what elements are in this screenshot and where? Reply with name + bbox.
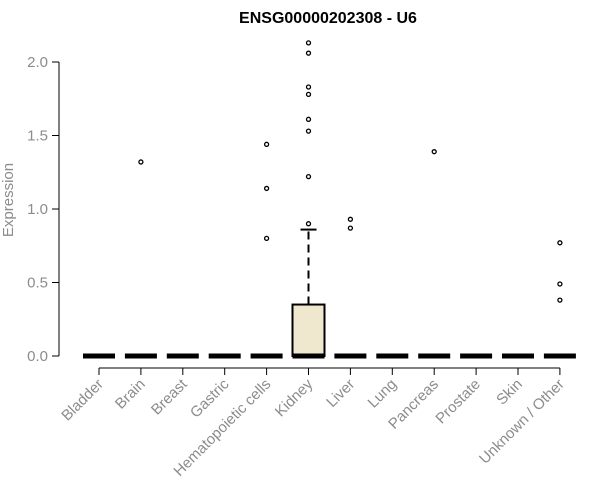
outlier-point bbox=[263, 185, 270, 192]
box-unknown-other bbox=[543, 240, 576, 359]
outlier-point bbox=[263, 235, 270, 242]
chart-title: ENSG00000202308 - U6 bbox=[239, 10, 417, 27]
x-tick-label: Lung bbox=[365, 376, 401, 412]
outlier-point bbox=[305, 174, 312, 180]
box-body bbox=[291, 303, 326, 357]
boxes bbox=[83, 40, 576, 359]
box-pancreas bbox=[418, 149, 451, 359]
x-tick-label: Kidney bbox=[272, 375, 317, 420]
x-tick-label: Skin bbox=[493, 376, 526, 409]
y-tick-label: 0.5 bbox=[27, 275, 48, 292]
outlier-point bbox=[305, 128, 312, 134]
y-axis-label: Expression bbox=[0, 163, 17, 237]
y-tick-label: 1.5 bbox=[27, 128, 48, 145]
outlier-point bbox=[431, 149, 437, 155]
outlier-point bbox=[557, 240, 563, 246]
x-tick-label: Breast bbox=[148, 375, 191, 418]
y-axis: 0.0 0.5 1.0 1.5 2.0 bbox=[27, 54, 60, 365]
box-kidney bbox=[291, 40, 326, 359]
outlier-point bbox=[305, 116, 312, 122]
outlier-point bbox=[138, 159, 144, 165]
x-tick-label: Liver bbox=[323, 376, 358, 411]
outlier-point bbox=[305, 40, 312, 46]
box-hematopoietic-cells bbox=[250, 141, 283, 359]
outlier-point bbox=[305, 84, 312, 90]
outlier-point bbox=[347, 216, 354, 222]
x-tick-label: Bladder bbox=[58, 376, 107, 425]
box-brain bbox=[124, 159, 157, 359]
outlier-point bbox=[263, 141, 270, 147]
box-liver bbox=[334, 216, 367, 359]
y-tick-label: 1.0 bbox=[27, 201, 48, 218]
y-tick-label: 0.0 bbox=[27, 348, 48, 365]
outlier-point bbox=[305, 221, 312, 227]
outlier-point bbox=[305, 50, 312, 56]
y-tick-label: 2.0 bbox=[27, 54, 48, 71]
outlier-point bbox=[347, 225, 354, 231]
x-tick-label: Brain bbox=[112, 376, 149, 413]
outlier-point bbox=[305, 91, 312, 97]
x-tick-label: Prostate bbox=[432, 376, 484, 428]
outlier-point bbox=[557, 297, 563, 303]
outlier-point bbox=[557, 281, 563, 287]
